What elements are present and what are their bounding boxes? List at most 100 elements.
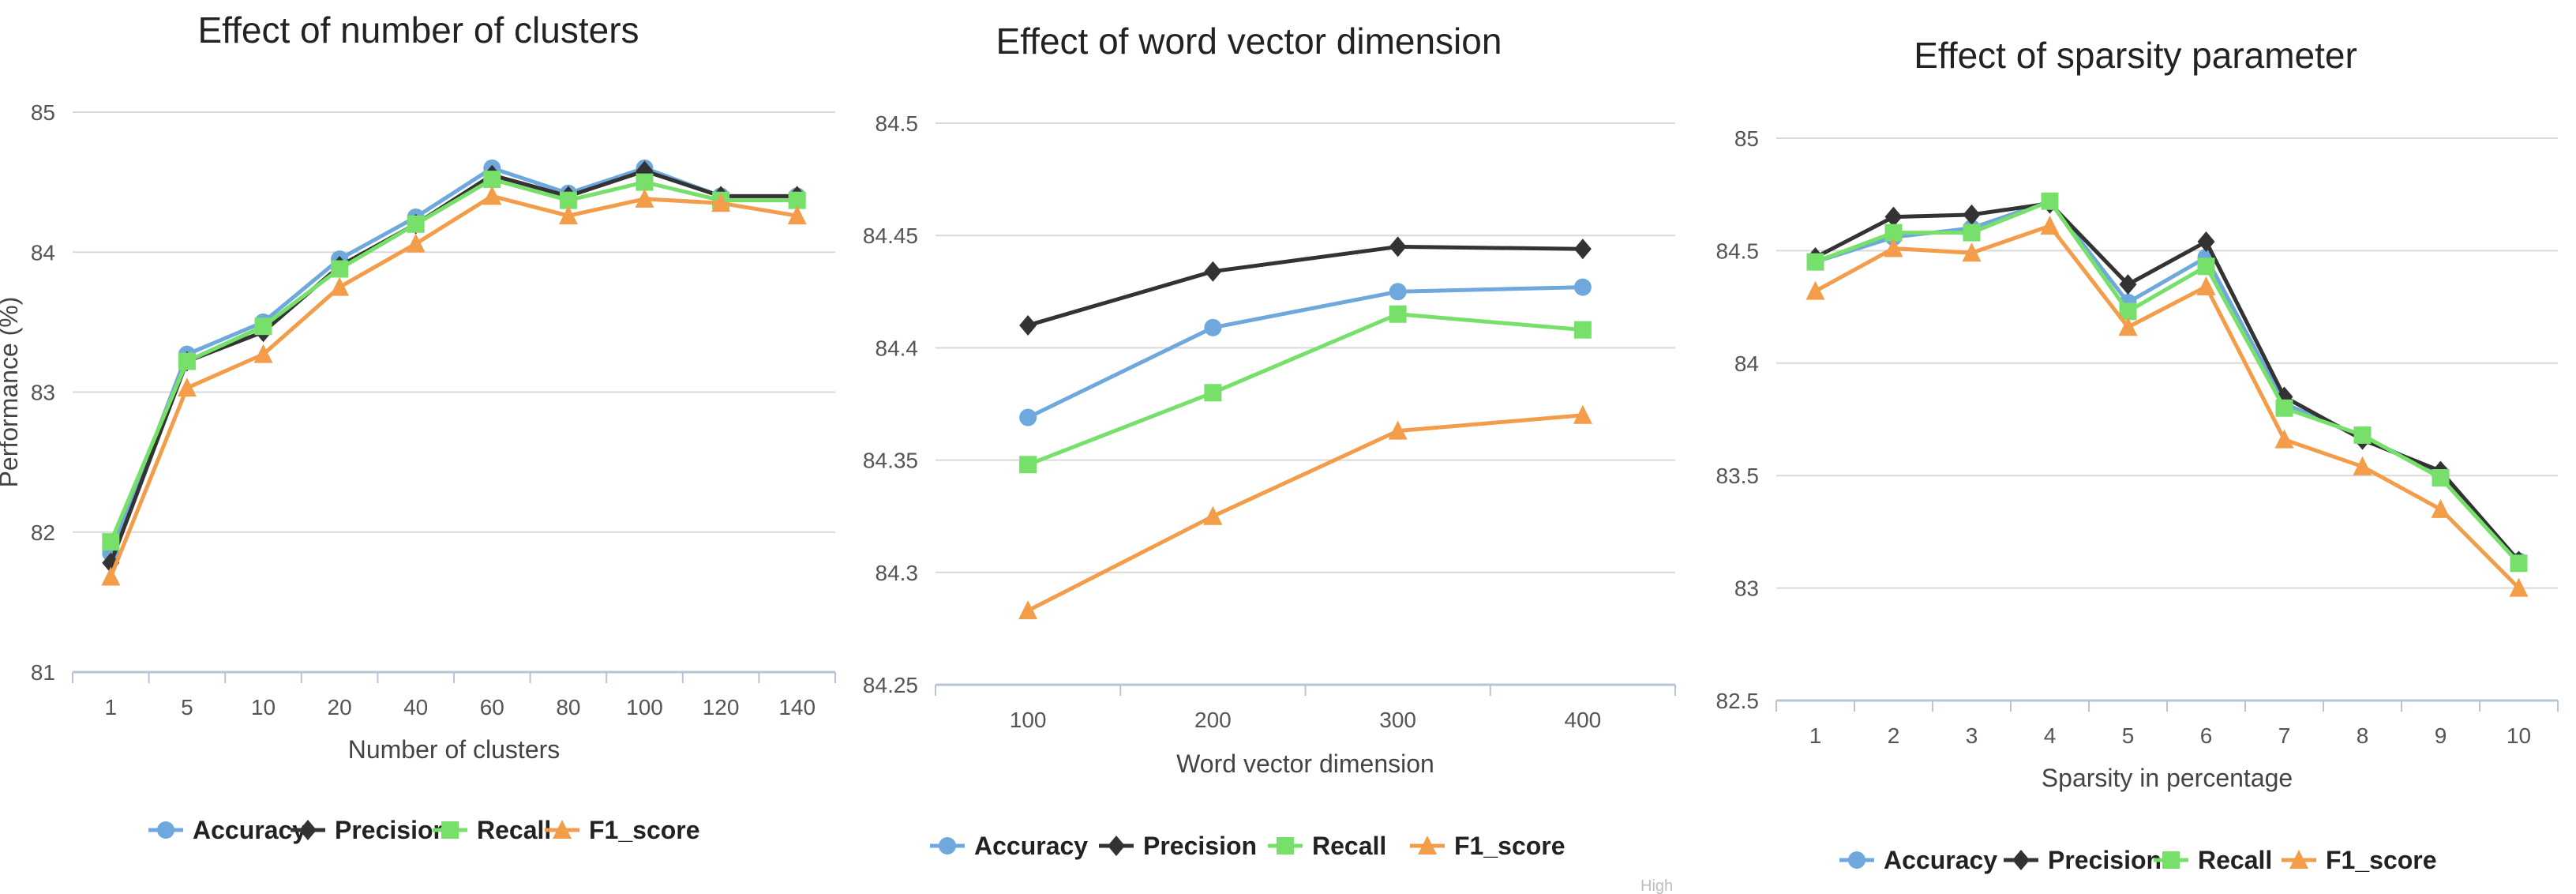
y-tick-label: 84 — [31, 240, 55, 265]
legend-item: Recall — [433, 816, 551, 844]
x-tick-label: 100 — [1010, 708, 1047, 732]
data-point-marker — [1884, 238, 1903, 257]
x-tick-label: 60 — [480, 695, 504, 719]
data-point-marker — [330, 276, 350, 296]
legend-label: Recall — [2198, 846, 2272, 874]
chart-word-vector-dimension: Effect of word vector dimension 84.25 84.3… — [863, 21, 1676, 860]
series-line — [1814, 201, 2521, 563]
x-tick-label: 4 — [2044, 723, 2057, 748]
data-point-marker — [1019, 314, 1037, 336]
data-point-marker — [177, 378, 197, 397]
data-point-marker — [2431, 498, 2450, 518]
data-point-marker — [1805, 280, 1825, 300]
data-point-marker — [559, 191, 577, 209]
y-tick-label: 81 — [31, 660, 55, 685]
y-tick-label: 83.5 — [1716, 464, 1760, 488]
x-tick-label: 8 — [2357, 723, 2369, 748]
data-point-marker — [2275, 399, 2293, 417]
y-tick-label: 85 — [31, 100, 55, 125]
y-tick-label: 84.35 — [863, 449, 918, 473]
y-axis-label: Performance (%) — [0, 297, 23, 488]
data-point-marker — [1884, 223, 1903, 242]
series-precision — [1019, 236, 1592, 336]
y-tick-label: 83 — [1734, 577, 1759, 601]
data-point-marker — [1573, 239, 1592, 260]
data-point-marker — [2196, 276, 2216, 295]
data-point-marker — [636, 173, 654, 191]
data-point-marker — [2353, 426, 2372, 444]
data-point-marker — [406, 233, 426, 253]
series-f1-score — [1805, 216, 2529, 597]
legend-marker — [441, 821, 459, 839]
series-line — [108, 177, 797, 543]
series-line — [1814, 199, 2521, 565]
x-axis-label: Word vector dimension — [1176, 749, 1434, 778]
data-point-marker — [483, 171, 501, 189]
legend-marker — [1848, 851, 1865, 869]
y-tick-label: 82 — [31, 520, 55, 545]
x-tick-label: 80 — [556, 695, 580, 719]
series-recall — [1806, 192, 2528, 573]
legend-item: Accuracy — [930, 832, 1088, 860]
data-point-marker — [1019, 456, 1037, 474]
legend-label: Accuracy — [974, 832, 1088, 860]
legend-item: F1_score — [2282, 846, 2437, 874]
series-line — [1814, 223, 2521, 590]
data-point-marker — [331, 260, 349, 278]
data-point-marker — [1389, 283, 1407, 301]
legend-marker — [1418, 836, 1437, 855]
data-point-marker — [2275, 386, 2293, 408]
y-tick-label: 82.5 — [1716, 689, 1760, 713]
series-f1-score — [101, 186, 807, 586]
legend-label: Precision — [1143, 832, 1257, 860]
data-point-marker — [1389, 305, 1407, 323]
legend-item: Precision — [2004, 846, 2162, 874]
data-point-marker — [1204, 261, 1222, 282]
data-point-marker — [2118, 317, 2138, 336]
legend-marker — [157, 821, 174, 839]
data-point-marker — [635, 188, 654, 208]
data-point-marker — [2509, 577, 2529, 597]
x-tick-label: 1 — [105, 695, 118, 719]
x-tick-label: 40 — [403, 695, 428, 719]
chart-clusters: Effect of number of clusters 81 82 83 84 85 1 5… — [0, 9, 836, 844]
y-tick-label: 84.3 — [876, 561, 919, 585]
y-tick-label: 84.4 — [876, 336, 919, 360]
legend-item: Precision — [1099, 832, 1257, 860]
legend-label: Recall — [477, 816, 551, 844]
data-point-marker — [1962, 242, 1982, 262]
x-tick-label: 10 — [251, 695, 276, 719]
legend-item: Recall — [2154, 846, 2272, 874]
data-point-marker — [787, 205, 807, 225]
y-tick-label: 84.25 — [863, 673, 918, 697]
data-point-marker — [2197, 257, 2215, 276]
data-point-marker — [1204, 318, 1222, 336]
series-line — [108, 166, 797, 554]
data-point-marker — [711, 193, 731, 212]
data-point-marker — [1203, 505, 1223, 525]
legend-label: F1_score — [589, 816, 700, 844]
legend-item: Accuracy — [148, 816, 306, 844]
x-axis-label: Sparsity in percentage — [2042, 764, 2293, 792]
x-tick-label: 300 — [1379, 708, 1416, 732]
data-point-marker — [253, 344, 273, 363]
data-point-marker — [482, 186, 502, 205]
legend-marker — [299, 820, 317, 840]
data-point-marker — [2119, 274, 2137, 295]
data-point-marker — [1963, 204, 1981, 225]
legend-marker — [1277, 837, 1294, 855]
series-line — [108, 193, 798, 578]
series-accuracy — [1019, 278, 1592, 426]
data-point-marker — [407, 215, 425, 233]
legend-label: Accuracy — [193, 816, 306, 844]
data-point-marker — [178, 352, 196, 370]
y-tick-label: 83 — [31, 381, 55, 405]
series-recall — [1019, 305, 1592, 474]
data-point-marker — [102, 533, 120, 551]
series-line — [108, 168, 797, 564]
legend-label: Precision — [335, 816, 448, 844]
chart-title: Effect of word vector dimension — [996, 21, 1502, 62]
legend-marker — [2162, 851, 2180, 869]
data-point-marker — [1573, 278, 1592, 296]
x-tick-label: 1 — [1809, 723, 1822, 748]
